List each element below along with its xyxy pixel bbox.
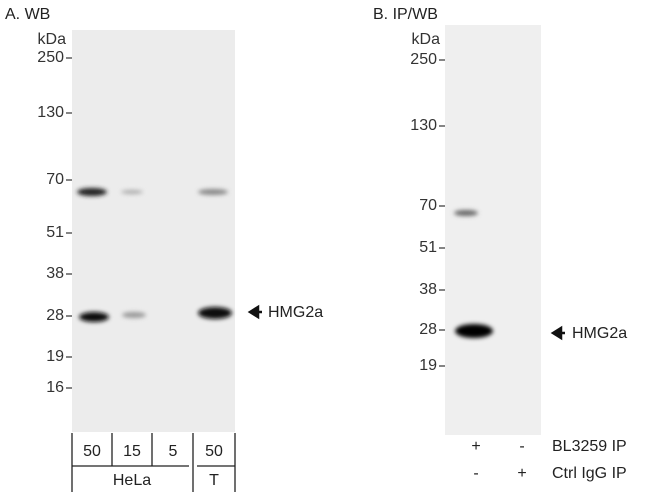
bands	[454, 210, 493, 338]
unit-label: kDa	[38, 31, 67, 48]
marker-label: 130	[410, 117, 437, 134]
marker-label: 250	[37, 49, 64, 66]
band	[198, 189, 228, 195]
marker-label: 51	[46, 224, 64, 241]
lane-sign: -	[519, 438, 524, 455]
band	[455, 324, 493, 338]
group-label: HeLa	[113, 472, 151, 489]
arrow	[550, 325, 565, 341]
blot	[445, 25, 541, 435]
band	[122, 312, 146, 318]
marker-label: 19	[46, 348, 64, 365]
marker-label: 70	[46, 171, 64, 188]
lane-label: 50	[205, 443, 223, 460]
band	[198, 307, 232, 319]
marker-label: 28	[419, 321, 437, 338]
marker-label: 38	[419, 281, 437, 298]
group-label: T	[209, 472, 219, 489]
lane-table: 50 15 5 50 HeLa T	[71, 433, 236, 492]
blot	[72, 30, 235, 432]
lane-sign: +	[471, 438, 480, 455]
marker-label: 38	[46, 265, 64, 282]
row-label: Ctrl IgG IP	[552, 465, 627, 482]
markers: 250 130 70 51 38 28 19	[410, 51, 445, 374]
marker-label: 250	[410, 51, 437, 68]
annotation: HMG2a	[572, 325, 627, 342]
marker-label: 19	[419, 357, 437, 374]
lane-label: 15	[123, 443, 141, 460]
row-label: BL3259 IP	[552, 438, 627, 455]
lane-sign: +	[517, 465, 526, 482]
band	[454, 210, 478, 216]
unit-label: kDa	[412, 31, 441, 48]
marker-label: 130	[37, 104, 64, 121]
marker-label: 51	[419, 239, 437, 256]
band	[121, 190, 143, 194]
band	[77, 188, 107, 196]
bands	[77, 188, 232, 322]
marker-label: 70	[419, 197, 437, 214]
arrow	[247, 304, 262, 320]
lane-label: 50	[83, 443, 101, 460]
marker-label: 16	[46, 379, 64, 396]
annotation: HMG2a	[268, 304, 323, 321]
panel-title: A. WB	[5, 6, 50, 23]
band	[79, 312, 109, 322]
panel-title: B. IP/WB	[373, 6, 438, 23]
lane-sign: -	[473, 465, 478, 482]
markers: 250 130 70 51 38 28 19 16	[37, 49, 72, 396]
marker-label: 28	[46, 307, 64, 324]
lane-label: 5	[169, 443, 178, 460]
